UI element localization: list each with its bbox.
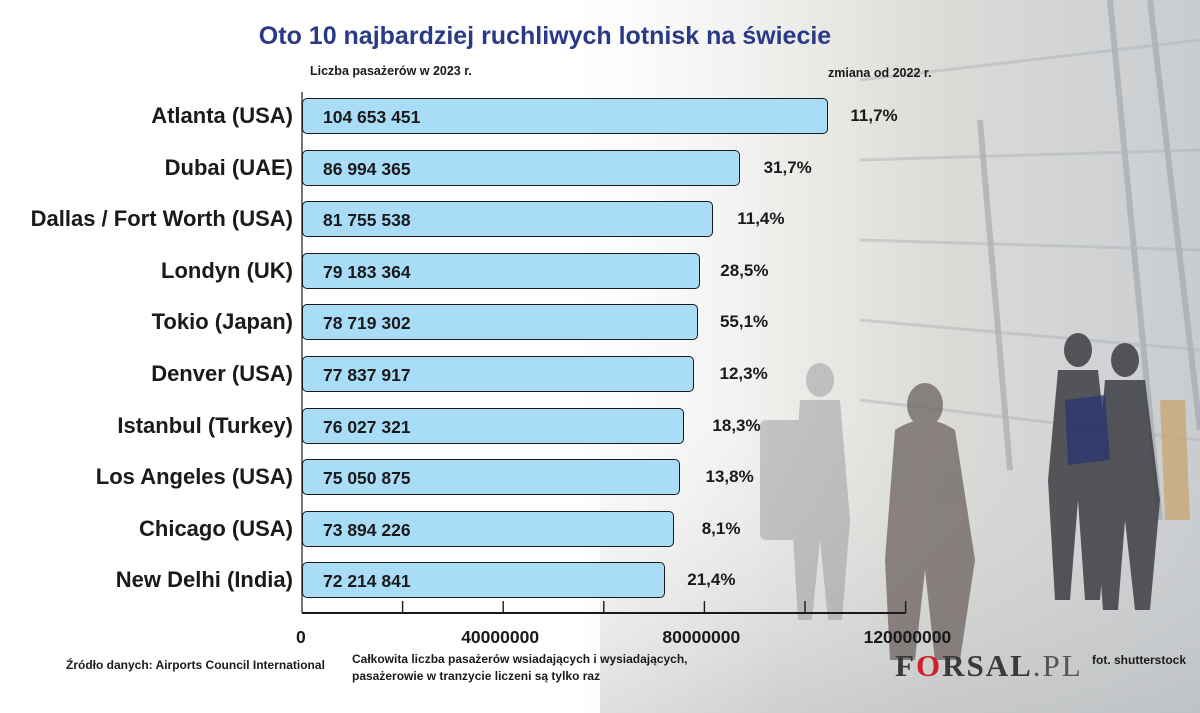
category-label: Denver (USA) (151, 361, 293, 386)
bar: 75 050 875 (302, 459, 680, 496)
footnote-line-1: Całkowita liczba pasażerów wsiadających … (352, 652, 688, 666)
category-label: Los Angeles (USA) (95, 464, 293, 490)
category-label: Chicago (USA) (139, 515, 293, 541)
bar-value-label: 81 755 538 (323, 210, 411, 231)
bar: 73 894 226 (302, 510, 674, 547)
bar-value-label: 78 719 302 (323, 313, 411, 334)
bar: 79 183 364 (302, 252, 701, 289)
bar-value-label: 104 653 451 (323, 107, 421, 127)
change-label: 11,7% (850, 106, 898, 125)
change-label: 21,4% (687, 570, 736, 590)
bar-value-label: 79 183 364 (323, 261, 411, 282)
change-label: 12,3% (719, 364, 768, 383)
logo-part2: RSAL (942, 648, 1033, 683)
bar: 104 653 451 (302, 98, 829, 134)
bar: 86 994 365 (302, 149, 740, 186)
change-label: 55,1% (719, 312, 769, 332)
category-label: Istanbul (Turkey) (117, 412, 293, 438)
bar-value-label: 77 837 917 (323, 365, 411, 385)
category-label: New Delhi (India) (115, 567, 293, 593)
change-label: 28,5% (720, 260, 769, 280)
category-label: Londyn (UK) (161, 257, 293, 283)
bar-value-label: 86 994 365 (323, 158, 411, 179)
bar: 76 027 321 (302, 407, 685, 444)
x-tick-label: 0 (296, 627, 306, 647)
bar: 78 719 302 (302, 304, 698, 341)
change-label: 11,4% (737, 209, 785, 229)
change-label: 18,3% (712, 415, 761, 435)
bar-value-label: 75 050 875 (323, 468, 411, 489)
change-caption: zmiana od 2022 r. (828, 66, 932, 80)
logo-part1: F (895, 648, 916, 683)
chart-title: Oto 10 najbardziej ruchliwych lotnisk na… (258, 22, 832, 50)
bar-value-label: 72 214 841 (323, 571, 411, 592)
category-label: Dubai (UAE) (164, 154, 293, 180)
category-label: Tokio (Japan) (151, 309, 293, 335)
left-axis-caption: Liczba pasażerów w 2023 r. (310, 64, 472, 78)
category-label: Atlanta (USA) (151, 103, 293, 128)
change-label: 13,8% (705, 467, 754, 487)
bar: 81 755 538 (302, 201, 714, 238)
bar: 72 214 841 (302, 562, 666, 599)
change-label: 8,1% (701, 518, 741, 538)
x-tick-label: 40000000 (461, 627, 540, 647)
x-tick-label: 80000000 (662, 627, 741, 647)
bar-value-label: 76 027 321 (323, 416, 411, 437)
logo-mark: O (915, 648, 943, 683)
bar: 77 837 917 (302, 356, 694, 392)
source-note: Źródło danych: Airports Council Internat… (66, 658, 325, 672)
forsal-logo: FORSAL.PL (895, 648, 1083, 684)
category-label: Dallas / Fort Worth (USA) (30, 206, 293, 232)
bar-value-label: 73 894 226 (323, 519, 411, 540)
change-label: 31,7% (763, 157, 812, 177)
footnote-line-2: pasażerowie w tranzycie liczeni są tylko… (352, 669, 601, 683)
logo-suffix: .PL (1032, 648, 1083, 683)
photo-credit: fot. shutterstock (1092, 653, 1187, 667)
x-tick-label: 120000000 (863, 627, 952, 647)
